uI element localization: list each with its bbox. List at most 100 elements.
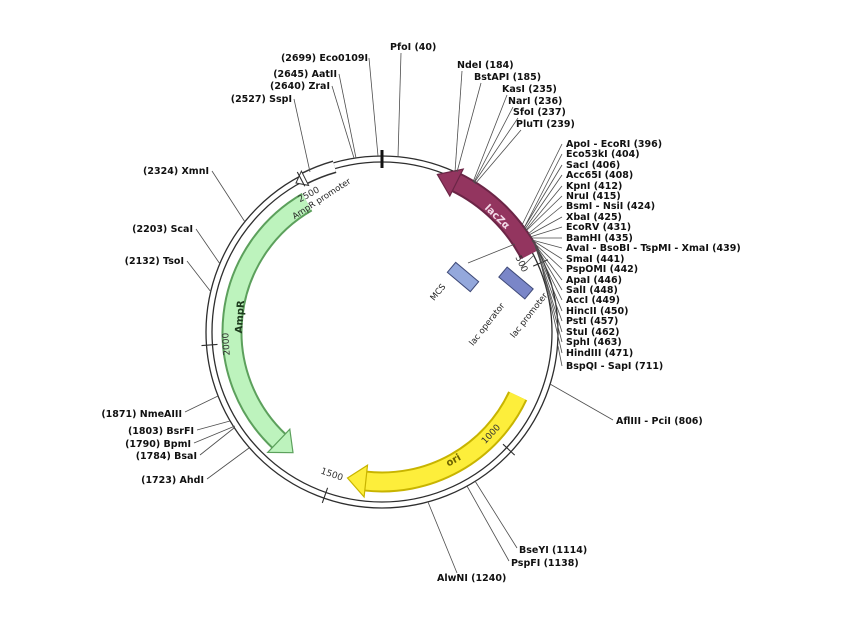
restriction-site: AvaI - BsoBI - TspMI - XmaI (439) [531, 239, 741, 254]
leader-line [397, 52, 402, 158]
restriction-site: BsmI - NsiI (424) [527, 201, 655, 235]
leader-line [472, 94, 508, 183]
feature-label-lac-promoter: lac promoter [509, 291, 551, 340]
leader-line [531, 239, 563, 249]
feature-fill [223, 194, 312, 448]
restriction-site: NdeI (184) [454, 60, 514, 173]
site-label: NruI (415) [566, 191, 621, 202]
feature-mcs-box [446, 243, 516, 293]
restriction-site: (2645) AatII [273, 69, 357, 159]
restriction-site: (1790) BpmI [125, 425, 236, 450]
site-label: Eco53kI (404) [566, 149, 640, 160]
site-label: Acc65I (408) [566, 170, 633, 181]
restriction-site: PspFI (1138) [466, 485, 579, 569]
site-label: KpnI (412) [566, 181, 622, 192]
restriction-site: BspQI - SapI (711) [557, 345, 663, 372]
site-label: (1871) NmeAIII [101, 409, 182, 420]
leader-line [193, 425, 236, 444]
restriction-site: BamHI (435) [531, 233, 633, 244]
leader-line [467, 243, 516, 264]
site-label: (2132) TsoI [125, 256, 184, 267]
site-label: BamHI (435) [566, 233, 633, 244]
restriction-site: SacI (406) [523, 160, 620, 229]
leader-line [549, 383, 614, 421]
restriction-site: Eco53kI (404) [523, 149, 640, 229]
leader-line [474, 129, 522, 185]
tick-mark-2000 [201, 343, 218, 347]
restriction-site: (1784) BsaI [136, 427, 235, 462]
feature-box [498, 266, 534, 300]
restriction-site: KpnI (412) [525, 181, 622, 231]
leader-line [454, 70, 463, 173]
restriction-site: NruI (415) [525, 191, 621, 232]
restriction-site: PfoI (40) [390, 42, 436, 158]
site-label: BseYI (1114) [519, 545, 587, 556]
leader-line [196, 420, 231, 431]
site-label: KasI (235) [502, 84, 557, 95]
restriction-site: (2699) Eco0109I [281, 53, 379, 157]
leader-line [456, 82, 482, 173]
leader-line [537, 250, 563, 354]
leader-line [520, 254, 535, 269]
site-label: AvaI - BsoBI - TspMI - XmaI (439) [566, 243, 741, 254]
restriction-site: HindIII (471) [537, 250, 633, 359]
site-label: SacI (406) [566, 160, 620, 171]
leader-line [206, 447, 250, 480]
restriction-site: (2527) SspI [231, 94, 311, 173]
leader-line [211, 170, 246, 223]
feature-fill [451, 174, 538, 259]
tick-mark-2500 [296, 171, 306, 187]
leader-line [186, 260, 212, 293]
site-label: AflIII - PciI (806) [616, 416, 703, 427]
restriction-site: AlwNI (1240) [427, 501, 506, 584]
site-label: SphI (463) [566, 337, 622, 348]
site-label: (1784) BsaI [136, 451, 197, 462]
feature-label-mcs: MCS [429, 282, 449, 303]
site-label: NdeI (184) [457, 60, 514, 71]
leader-line [466, 485, 510, 562]
site-label: HincII (450) [566, 306, 629, 317]
site-label: BsmI - NsiI (424) [566, 201, 655, 212]
site-label: PfoI (40) [390, 42, 436, 53]
site-label: (2645) AatII [273, 69, 337, 80]
site-label: PspOMI (442) [566, 264, 638, 275]
arrowhead [266, 427, 294, 454]
restriction-site: (2324) XmnI [143, 166, 246, 223]
site-label: AccI (449) [566, 295, 620, 306]
restriction-site: SalI (448) [533, 242, 618, 296]
tick-mark-1500 [321, 487, 329, 504]
leader-line [529, 226, 563, 238]
restriction-site: ApoI - EcoRI (396) [521, 139, 662, 226]
feature-label-lac-operator: lac operator [468, 301, 508, 348]
leader-line [368, 57, 379, 157]
restriction-site: Acc65I (408) [524, 170, 633, 230]
feature-ampr-promoter-arrow [295, 160, 337, 187]
site-label: SmaI (441) [566, 254, 625, 265]
restriction-site: (2132) TsoI [125, 256, 212, 293]
arrowhead [436, 168, 465, 198]
site-label: BspQI - SapI (711) [566, 361, 663, 372]
tick-label: 500 [513, 254, 530, 274]
leader-line [533, 242, 563, 291]
leader-line [524, 174, 563, 230]
restriction-site: BseYI (1114) [474, 480, 587, 556]
site-label: (2527) SspI [231, 94, 292, 105]
site-label: SalI (448) [566, 285, 618, 296]
arrowhead [346, 464, 369, 499]
feature-box [446, 261, 480, 293]
site-label: ApoI - EcoRI (396) [566, 139, 662, 150]
site-label: (2640) ZraI [270, 81, 330, 92]
restriction-site: SfoI (237) [473, 107, 566, 184]
leader-line [528, 216, 563, 236]
restriction-site: PluTI (239) [474, 119, 575, 185]
feature-label-ampr: AmpR [234, 300, 247, 334]
tick-label: 1500 [319, 467, 344, 484]
tick-mark-1000 [502, 443, 516, 456]
site-label: SfoI (237) [513, 107, 566, 118]
leader-line [527, 205, 563, 235]
restriction-site: AflIII - PciI (806) [549, 383, 703, 427]
restriction-site: BstAPI (185) [456, 72, 541, 173]
site-label: ApaI (446) [566, 275, 622, 286]
